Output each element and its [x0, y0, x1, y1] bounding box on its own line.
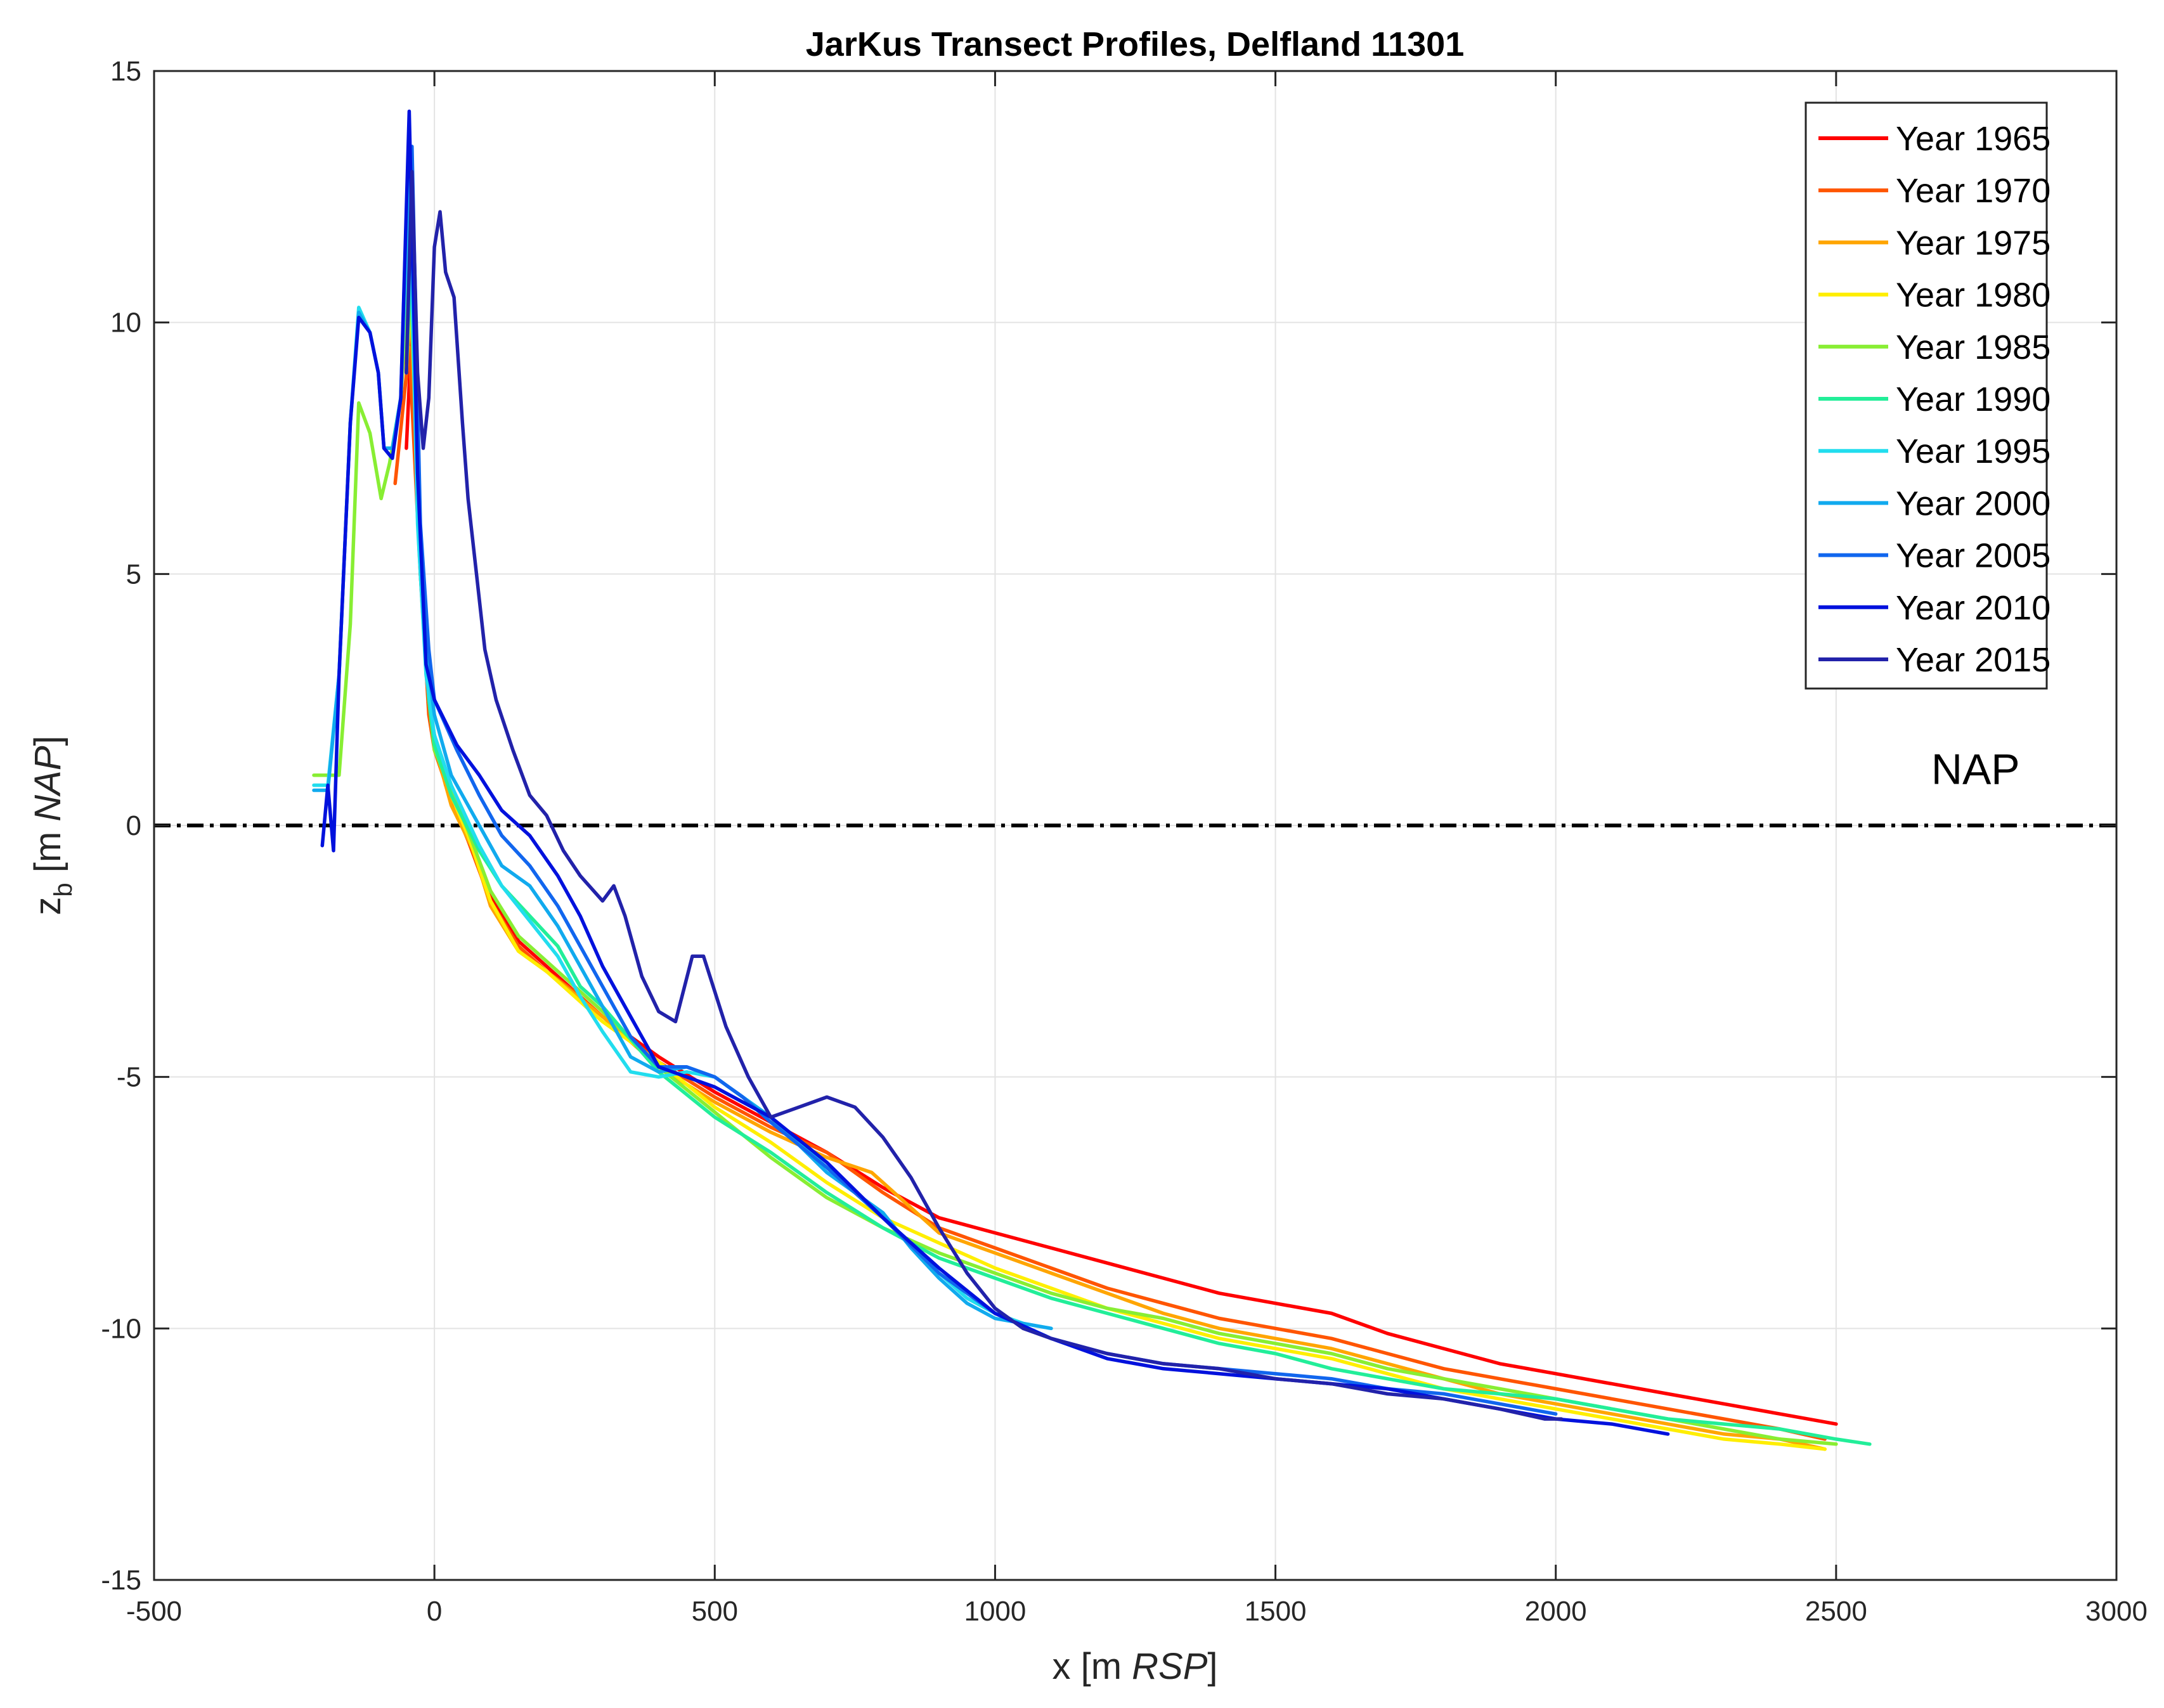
y-tick-label: 0: [126, 810, 141, 841]
x-tick-label: 2500: [1805, 1596, 1867, 1627]
legend-box: [1804, 101, 2048, 690]
x-tick-label: 0: [427, 1596, 442, 1627]
chart-title: JarKus Transect Profiles, Delfland 11301: [806, 25, 1465, 63]
x-tick-label: -500: [126, 1596, 182, 1627]
legend-entry-label: Year 2015: [1896, 641, 2051, 679]
series-line-year-2015: [405, 169, 1564, 1421]
y-axis-label-close: ]: [27, 735, 68, 746]
x-tick-label: 1000: [964, 1596, 1026, 1627]
y-tick-label: 5: [126, 559, 141, 590]
y-axis-label: zb [m NAP]: [27, 735, 77, 915]
x-axis-label-main: x [m: [1052, 1646, 1132, 1687]
legend-entry-label: Year 1970: [1896, 172, 2051, 210]
legend: Year 1965 Year 1970 Year 1975 Year 1980 Year…: [1804, 101, 2051, 690]
series-line-year-2005: [405, 145, 1558, 1416]
x-axis-label-unit: RSP: [1132, 1646, 1208, 1687]
legend-entry-label: Year 2005: [1896, 537, 2051, 575]
legend-entry-label: Year 1980: [1896, 276, 2051, 314]
y-axis-label-subscript: b: [49, 883, 77, 896]
series-layer: [312, 109, 1872, 1451]
x-axis-label: x [m RSP]: [1052, 1646, 1217, 1687]
y-axis-label-main: z: [27, 897, 68, 915]
x-tick-label: 500: [692, 1596, 738, 1627]
x-axis-label-close: ]: [1207, 1646, 1217, 1687]
series-line-year-1990: [405, 220, 1872, 1446]
legend-entry-label: Year 1990: [1896, 380, 2051, 418]
y-axis-label-unit: NAP: [27, 746, 68, 822]
x-tick-label: 3000: [2085, 1596, 2148, 1627]
axis-ticks: -500 0 500 1000 1500 2000 2500 3000 -15 -10 -5 0 5 10…: [101, 56, 2148, 1627]
legend-entry-label: Year 1985: [1896, 328, 2051, 366]
y-axis-label-rest: [m: [27, 822, 68, 883]
legend-entry-label: Year 1975: [1896, 224, 2051, 262]
nap-annotation: NAP: [1931, 745, 2020, 793]
legend-entry-label: Year 2000: [1896, 484, 2051, 522]
legend-entry-label: Year 2010: [1896, 589, 2051, 627]
legend-entry-label: Year 1995: [1896, 432, 2051, 470]
series-line-year-1975: [399, 270, 1827, 1451]
x-tick-label: 1500: [1245, 1596, 1307, 1627]
y-tick-label: 15: [110, 56, 141, 87]
y-tick-label: -5: [117, 1062, 141, 1093]
y-tick-label: -15: [101, 1565, 141, 1596]
y-tick-label: -10: [101, 1313, 141, 1344]
y-tick-label: 10: [110, 307, 141, 339]
legend-entry-label: Year 1965: [1896, 120, 2051, 158]
x-tick-label: 2000: [1525, 1596, 1587, 1627]
